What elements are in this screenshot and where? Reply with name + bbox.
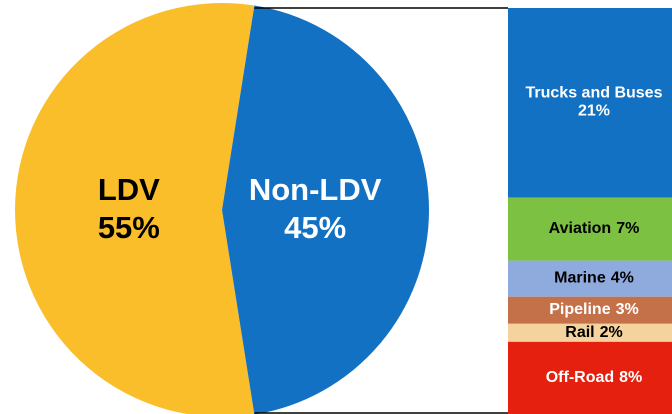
segment-name: Trucks and Buses [526,85,663,102]
segment-label: Trucks and Buses 21% [526,85,663,120]
segment-value: 4% [611,270,634,287]
segment-label: Marine 4% [554,270,634,287]
segment-value: 7% [616,220,639,237]
slice-name: Non-LDV [249,172,382,207]
segment-label: Rail 2% [565,324,622,341]
segment-name: Marine [554,270,606,287]
bar-segment [508,260,672,297]
segment-value: 8% [619,369,642,386]
slice-label: Non-LDV 45% [249,172,382,245]
slice-value: 55% [98,210,160,245]
bar-segment [508,296,672,324]
segment-name: Pipeline [549,301,610,318]
segment-value: 3% [616,301,639,318]
segment-label: Off-Road 8% [546,369,643,386]
bar-segment [508,8,672,198]
bar-segment [508,323,672,342]
segment-label: Aviation 7% [549,220,640,237]
bar-segment [508,341,672,414]
segment-name: Aviation [549,220,612,237]
slice-label: LDV 55% [98,172,160,245]
slice-value: 45% [284,210,346,245]
segment-value: 21% [578,103,610,120]
slice-name: LDV [98,172,160,207]
segment-name: Off-Road [546,369,614,386]
pie-slice [222,5,429,414]
segment-label: Pipeline 3% [549,301,638,318]
segment-name: Rail [565,324,594,341]
segment-value: 2% [600,324,623,341]
pie-slice [14,3,255,414]
bar-segment [508,197,672,261]
